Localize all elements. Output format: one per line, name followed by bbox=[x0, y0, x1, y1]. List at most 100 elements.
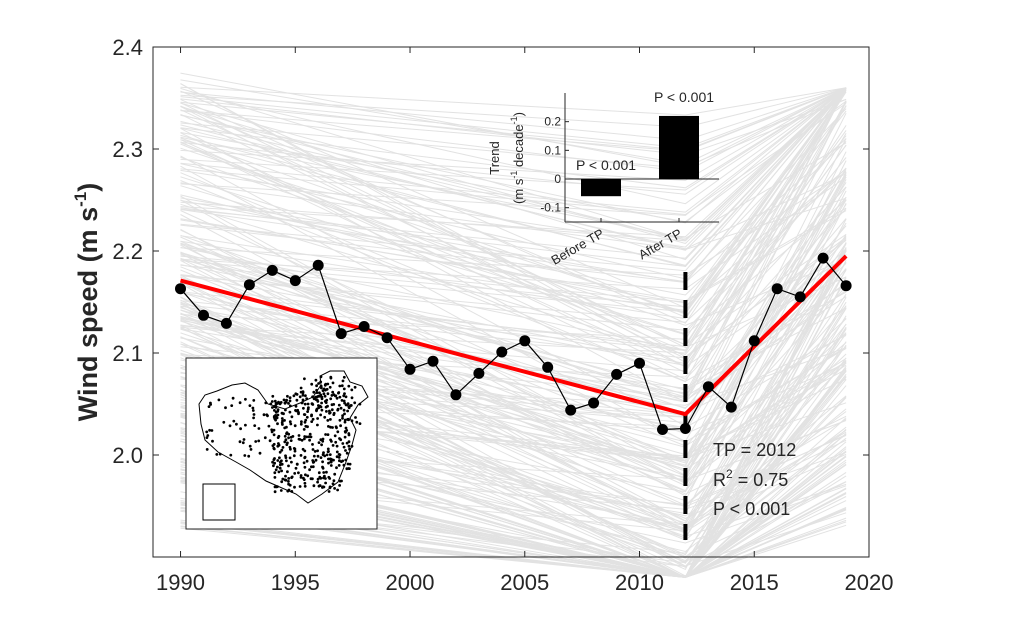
station-dot bbox=[283, 478, 287, 482]
station-dot bbox=[345, 441, 349, 445]
station-dot bbox=[295, 409, 298, 413]
station-dot bbox=[301, 391, 305, 395]
station-dot bbox=[303, 413, 307, 416]
station-dot bbox=[300, 401, 304, 405]
bar-y-tick-label: 0.1 bbox=[544, 143, 561, 157]
station-dot bbox=[311, 443, 314, 446]
station-dot bbox=[302, 428, 306, 431]
station-dot bbox=[343, 401, 346, 405]
station-dot bbox=[326, 447, 330, 451]
station-dot bbox=[309, 435, 313, 439]
station-dot bbox=[346, 417, 350, 421]
station-dot bbox=[316, 454, 320, 458]
station-dot bbox=[276, 422, 279, 426]
station-dot bbox=[241, 441, 245, 445]
station-dot bbox=[285, 432, 288, 435]
station-dot bbox=[278, 460, 282, 464]
station-dot bbox=[299, 454, 303, 457]
station-dot bbox=[328, 485, 332, 489]
station-dot bbox=[257, 427, 261, 430]
station-dot bbox=[307, 406, 310, 410]
station-dot bbox=[320, 401, 323, 405]
data-point bbox=[335, 328, 347, 340]
station-dot bbox=[252, 399, 256, 402]
station-dot bbox=[353, 385, 357, 389]
data-point bbox=[565, 404, 577, 416]
station-dot bbox=[290, 475, 294, 479]
station-dot bbox=[310, 382, 314, 386]
station-dot bbox=[289, 447, 292, 451]
station-dot bbox=[315, 395, 319, 399]
x-tick-label: 1990 bbox=[156, 570, 205, 595]
data-point bbox=[725, 401, 737, 413]
station-dot bbox=[280, 469, 283, 473]
station-dot bbox=[303, 465, 307, 469]
station-dot bbox=[319, 384, 323, 388]
station-dot bbox=[328, 385, 332, 389]
station-dot bbox=[321, 437, 325, 441]
station-dot bbox=[239, 427, 243, 431]
station-dot bbox=[303, 420, 307, 424]
y-axis-label-sup: -1 bbox=[71, 192, 90, 207]
station-dot bbox=[319, 438, 323, 442]
station-dot bbox=[316, 417, 319, 420]
station-dot bbox=[311, 395, 314, 399]
station-dot bbox=[340, 384, 344, 388]
station-dot bbox=[272, 415, 276, 418]
station-dot bbox=[293, 485, 296, 489]
bar-p-label: P < 0.001 bbox=[654, 89, 714, 105]
station-dot bbox=[350, 444, 354, 448]
station-dot bbox=[284, 438, 288, 442]
station-dot bbox=[215, 453, 219, 456]
station-dot bbox=[285, 425, 288, 429]
station-dot bbox=[317, 406, 321, 410]
station-trend-line bbox=[180, 87, 847, 195]
station-dot bbox=[329, 397, 333, 401]
station-dot bbox=[300, 438, 304, 442]
station-dot bbox=[281, 423, 284, 426]
station-dot bbox=[274, 410, 278, 414]
station-dot bbox=[308, 438, 311, 442]
station-dot bbox=[297, 434, 301, 437]
station-dot bbox=[325, 470, 328, 474]
station-dot bbox=[345, 467, 349, 471]
station-dot bbox=[344, 458, 348, 462]
station-dot bbox=[311, 448, 315, 451]
china-station-map-inset bbox=[185, 357, 378, 530]
station-dot bbox=[305, 459, 309, 463]
station-dot bbox=[238, 401, 242, 405]
station-dot bbox=[270, 400, 274, 403]
x-axis-ticks: 1990 1995 2000 2005 2010 2015 2020 bbox=[156, 47, 893, 595]
station-dot bbox=[316, 423, 319, 427]
station-trend-line bbox=[180, 87, 847, 245]
trend-bar bbox=[659, 115, 699, 179]
station-dot bbox=[344, 449, 347, 452]
station-dot bbox=[342, 463, 346, 467]
station-dot bbox=[358, 402, 362, 406]
bar-ylabel-line1: Trend bbox=[487, 141, 502, 174]
station-dot bbox=[320, 408, 324, 412]
station-dot bbox=[341, 442, 345, 445]
station-dot bbox=[271, 394, 275, 398]
station-dot bbox=[286, 470, 289, 474]
station-trend-line bbox=[180, 102, 847, 349]
station-dot bbox=[354, 416, 357, 419]
station-dot bbox=[317, 471, 321, 475]
station-dot bbox=[309, 477, 313, 481]
y-tick-label: 2.2 bbox=[112, 239, 143, 264]
station-dot bbox=[335, 466, 338, 470]
data-point bbox=[496, 346, 508, 358]
station-dot bbox=[343, 435, 347, 439]
station-dot bbox=[312, 390, 316, 394]
station-dot bbox=[287, 480, 290, 483]
station-dot bbox=[325, 410, 328, 413]
station-trend-line bbox=[180, 87, 847, 352]
data-point bbox=[588, 397, 600, 409]
station-dot bbox=[288, 396, 292, 400]
station-dot bbox=[344, 395, 348, 399]
station-dot bbox=[294, 404, 298, 408]
data-point bbox=[381, 332, 393, 344]
station-dot bbox=[278, 456, 281, 460]
station-trend-line bbox=[180, 87, 847, 251]
station-dot bbox=[333, 472, 337, 476]
